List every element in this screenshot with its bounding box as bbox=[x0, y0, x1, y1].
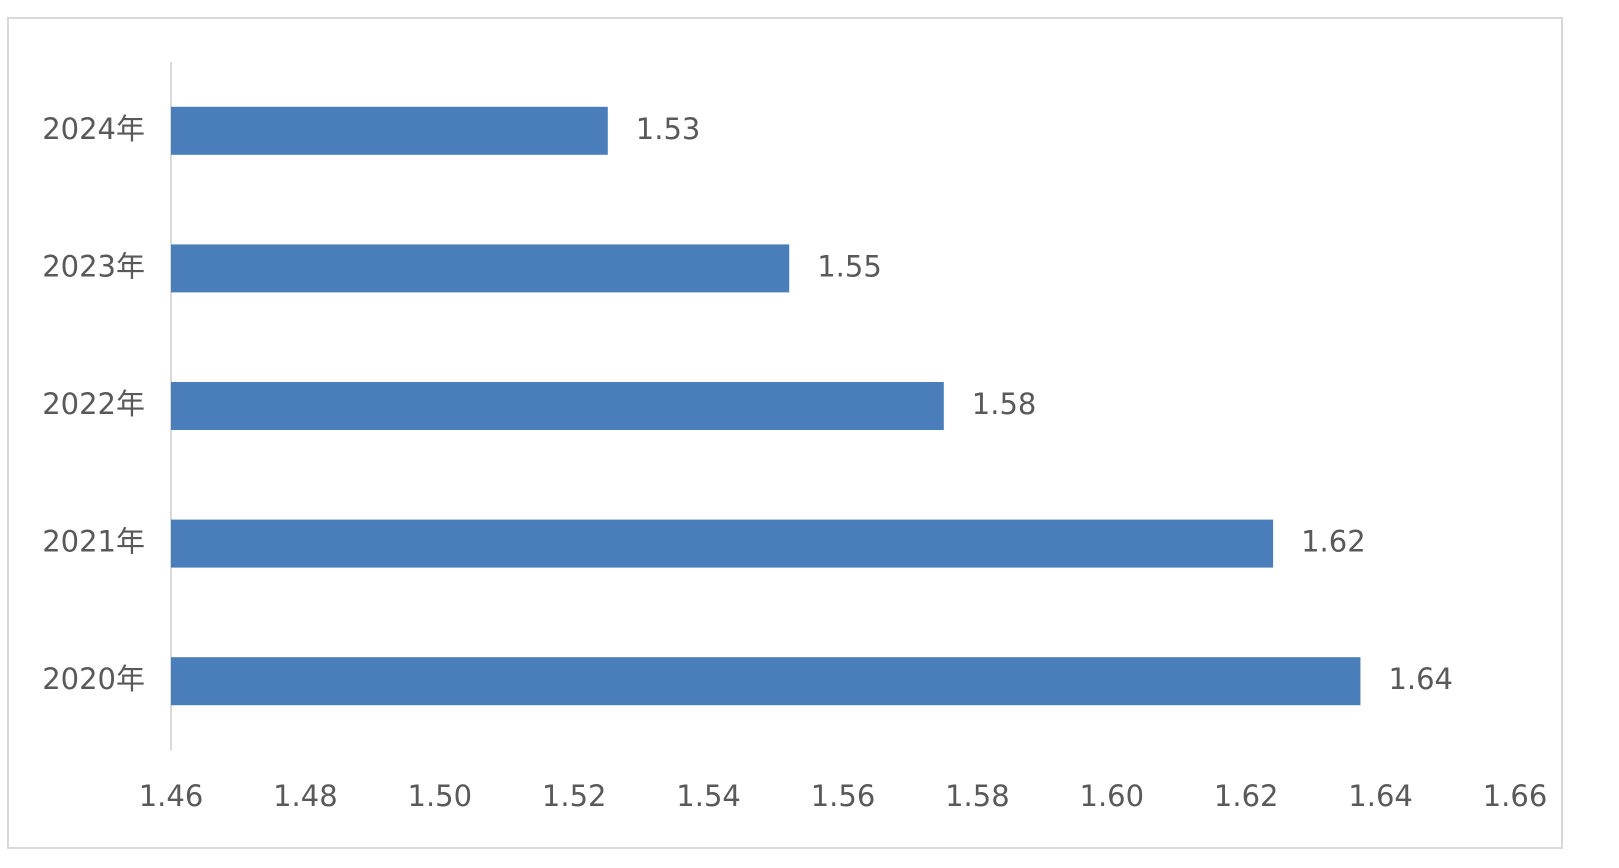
bar bbox=[171, 519, 1274, 568]
bar bbox=[171, 106, 608, 155]
x-tick-label: 1.52 bbox=[542, 779, 607, 813]
chart-frame bbox=[7, 17, 1563, 849]
bar bbox=[171, 382, 944, 430]
x-tick-label: 1.54 bbox=[676, 779, 741, 813]
y-tick-label: 2020年 bbox=[42, 662, 145, 696]
data-label: 1.53 bbox=[636, 112, 701, 146]
x-tick-label: 1.48 bbox=[273, 779, 338, 813]
bar bbox=[171, 244, 790, 293]
x-tick-label: 1.66 bbox=[1483, 779, 1548, 813]
x-tick-label: 1.50 bbox=[408, 779, 473, 813]
x-tick-label: 1.62 bbox=[1214, 779, 1279, 813]
y-tick-label: 2022年 bbox=[42, 387, 145, 421]
x-tick-label: 1.64 bbox=[1348, 779, 1413, 813]
y-tick-label: 2021年 bbox=[42, 525, 145, 559]
data-label: 1.58 bbox=[972, 387, 1037, 421]
y-tick-label: 2024年 bbox=[42, 112, 145, 146]
data-label: 1.55 bbox=[817, 249, 882, 283]
y-tick-label: 2023年 bbox=[42, 249, 145, 283]
data-label: 1.64 bbox=[1388, 662, 1453, 696]
x-tick-label: 1.58 bbox=[945, 779, 1010, 813]
data-label: 1.62 bbox=[1301, 525, 1366, 559]
x-tick-label: 1.60 bbox=[1080, 779, 1145, 813]
x-tick-label: 1.56 bbox=[811, 779, 876, 813]
bar bbox=[171, 657, 1361, 706]
x-tick-label: 1.46 bbox=[139, 779, 204, 813]
